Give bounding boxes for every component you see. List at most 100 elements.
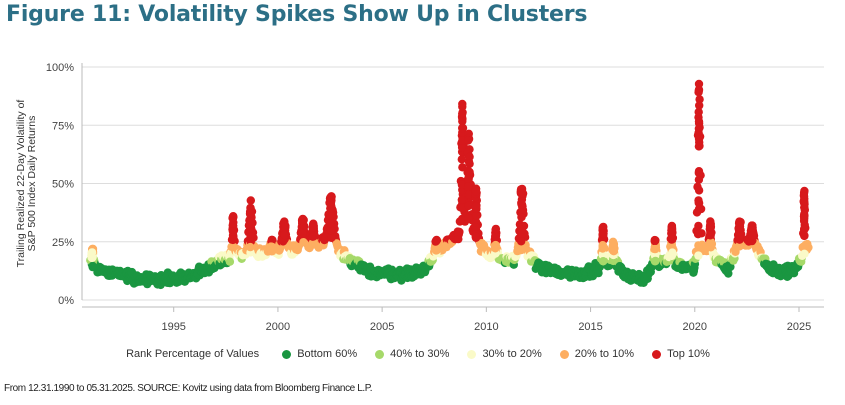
data-point bbox=[694, 86, 704, 95]
data-point bbox=[694, 198, 704, 208]
legend-item-30-to-20: 30% to 20% bbox=[467, 348, 542, 360]
data-point bbox=[464, 190, 474, 199]
data-point bbox=[517, 213, 526, 222]
data-point bbox=[464, 174, 473, 183]
data-point bbox=[280, 230, 289, 240]
data-point bbox=[326, 225, 336, 235]
legend-label-bottom-60: Bottom 60% bbox=[297, 348, 358, 360]
figure-title: Figure 11: Volatility Spikes Show Up in … bbox=[6, 2, 588, 27]
data-point bbox=[326, 211, 336, 220]
data-point bbox=[246, 232, 255, 241]
data-point bbox=[457, 180, 467, 189]
x-tick-label: 2000 bbox=[266, 321, 290, 333]
source-note: From 12.31.1990 to 05.31.2025. SOURCE: K… bbox=[4, 383, 373, 394]
data-point bbox=[694, 241, 703, 250]
data-point bbox=[228, 213, 238, 222]
data-point bbox=[517, 225, 526, 234]
data-point bbox=[458, 102, 467, 111]
data-point bbox=[465, 167, 474, 177]
data-point bbox=[800, 211, 809, 220]
data-point bbox=[517, 200, 526, 209]
y-tick-label: 0% bbox=[58, 295, 74, 307]
data-point bbox=[693, 230, 703, 239]
label-layer: Trailing Realized 22-Day Volatility ofS&… bbox=[15, 100, 38, 268]
data-point bbox=[471, 187, 481, 196]
data-point bbox=[694, 134, 704, 143]
data-point bbox=[471, 222, 480, 231]
data-point bbox=[471, 202, 481, 212]
legend-dot-bottom-60 bbox=[282, 349, 292, 359]
data-point bbox=[800, 249, 809, 258]
legend-item-top-10: Top 10% bbox=[652, 348, 710, 360]
x-tick-label: 2015 bbox=[578, 321, 602, 333]
data-point bbox=[267, 235, 277, 245]
data-point bbox=[458, 123, 467, 133]
y-tick-label: 50% bbox=[52, 179, 74, 191]
data-point bbox=[599, 229, 608, 238]
data-point bbox=[457, 155, 466, 164]
data-point bbox=[465, 152, 474, 161]
legend-title: Rank Percentage of Values bbox=[126, 348, 260, 360]
data-point bbox=[492, 242, 501, 252]
data-point bbox=[598, 244, 607, 253]
data-point bbox=[667, 235, 676, 244]
data-point bbox=[694, 107, 703, 117]
data-point bbox=[724, 269, 733, 278]
data-point bbox=[491, 224, 501, 234]
data-point bbox=[800, 231, 809, 240]
volatility-scatter-chart: 0% 25% 50% 75% 100% 1995 2000 2005 2010 2015 2020 2… bbox=[15, 62, 824, 333]
data-point bbox=[298, 229, 307, 239]
y-tick-label: 25% bbox=[52, 237, 74, 249]
data-point bbox=[246, 242, 255, 252]
data-point bbox=[650, 236, 659, 246]
grid-layer bbox=[82, 66, 824, 301]
y-axis-label-line: Trailing Realized 22-Day Volatility of bbox=[15, 100, 27, 268]
data-point bbox=[455, 227, 464, 237]
data-point bbox=[706, 231, 715, 240]
data-point bbox=[517, 237, 526, 246]
data-point bbox=[518, 206, 527, 216]
data-point bbox=[599, 257, 608, 266]
data-point bbox=[800, 225, 809, 234]
data-point bbox=[326, 193, 335, 202]
data-point bbox=[735, 242, 744, 251]
y-axis-label: Trailing Realized 22-Day Volatility ofS&… bbox=[15, 100, 38, 268]
data-point bbox=[694, 204, 704, 214]
data-point bbox=[706, 237, 715, 247]
data-point bbox=[694, 168, 703, 178]
data-point bbox=[464, 182, 473, 192]
legend-item-bottom-60: Bottom 60% bbox=[282, 348, 357, 360]
data-point bbox=[799, 242, 809, 251]
data-point bbox=[246, 196, 255, 205]
y-tick-label: 75% bbox=[52, 120, 74, 132]
data-point bbox=[651, 256, 660, 266]
data-point bbox=[694, 251, 703, 260]
x-tick-label: 2025 bbox=[787, 321, 811, 333]
data-point bbox=[694, 186, 704, 195]
data-point bbox=[309, 232, 318, 241]
data-point bbox=[308, 223, 317, 232]
data-point bbox=[309, 239, 318, 248]
x-tick-label: 2020 bbox=[683, 321, 707, 333]
legend-item-40-to-30: 40% to 30% bbox=[375, 348, 449, 360]
legend-label-20-to-10: 20% to 10% bbox=[574, 348, 635, 360]
x-tick-label: 2010 bbox=[474, 321, 498, 333]
data-point bbox=[299, 238, 308, 247]
data-point bbox=[464, 201, 473, 211]
data-point bbox=[458, 109, 467, 119]
legend-dot-top-10 bbox=[652, 349, 662, 359]
data-point bbox=[246, 220, 256, 229]
data-point bbox=[491, 232, 500, 241]
data-point bbox=[229, 242, 238, 252]
x-tick-label: 2005 bbox=[370, 321, 394, 333]
data-point bbox=[326, 219, 335, 228]
data-point bbox=[225, 257, 235, 266]
legend: Rank Percentage of Values Bottom 60% 40%… bbox=[0, 348, 845, 360]
data-point bbox=[457, 195, 466, 204]
data-point bbox=[297, 216, 307, 226]
data-point bbox=[88, 261, 97, 271]
data-point bbox=[735, 223, 745, 233]
data-point bbox=[266, 244, 275, 253]
data-point bbox=[464, 136, 473, 145]
data-point bbox=[695, 141, 704, 151]
